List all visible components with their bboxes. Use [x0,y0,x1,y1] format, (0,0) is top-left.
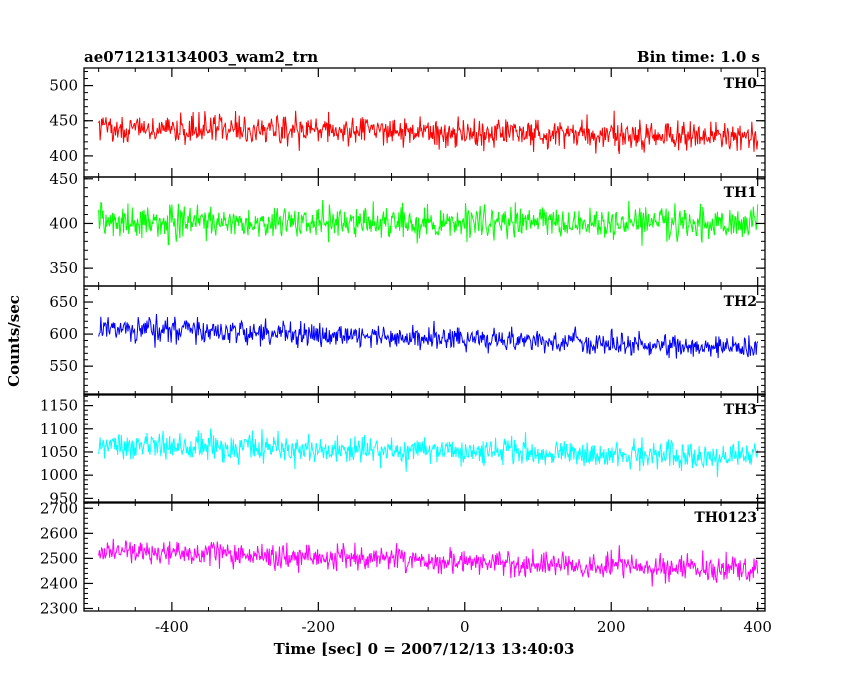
series-line-th0123 [98,538,759,587]
y-tick-label: 1150 [40,397,78,415]
x-tick-label: 200 [597,618,626,636]
series-line-th1 [98,200,759,246]
panel-th0: 400 450 500 TH0 [49,67,766,178]
series-line-th3 [98,428,759,478]
series-line-th0 [98,110,759,155]
series-label-th1: TH1 [724,185,757,201]
chart-title: ae071213134003_wam2_trn [84,48,318,66]
series-label-th0: TH0 [724,76,758,92]
y-axis-label: Counts/sec [5,295,23,387]
y-tick-label: 350 [49,259,78,277]
panel-frame [83,393,766,504]
y-tick-label: 1000 [40,466,78,484]
x-tick-label: 400 [743,618,772,636]
bin-time-label: Bin time: 1.0 s [637,48,760,66]
y-tick-label: 1100 [40,420,78,438]
y-tick-label: 500 [49,77,78,95]
panel-frame [83,176,766,287]
panel-th1: 350 400 450 TH1 [49,170,766,287]
x-axis-label: Time [sec] 0 = 2007/12/13 13:40:03 [274,640,575,658]
y-tick-label: 2400 [40,574,78,592]
panel-frame [83,67,766,178]
x-tick-label: 0 [460,618,470,636]
x-tick-label: -400 [155,618,189,636]
x-tick-label: -200 [301,618,335,636]
y-tick-label: 950 [49,489,78,507]
y-tick-label: 2600 [40,524,78,542]
y-tick-label: 2700 [40,499,78,517]
y-tick-label: 550 [49,357,78,375]
panel-th2: 550 600 650 TH2 [49,285,766,396]
series-label-th3: TH3 [724,402,757,418]
y-tick-label: 450 [49,170,78,188]
y-tick-label: 2300 [40,599,78,617]
y-tick-label: 400 [49,214,78,232]
series-line-th2 [98,314,759,359]
panel-th0123: 2300 2400 2500 2600 2700 TH0123 [40,499,766,617]
y-tick-label: 1050 [40,443,78,461]
panel-frame [83,501,766,612]
y-tick-label: 450 [49,112,78,130]
x-axis: -400 -200 0 200 400 [155,618,772,636]
y-tick-label: 650 [49,293,78,311]
panels-group: 400 450 500 TH0 350 400 450 TH1 550 600 650 TH2 950 1… [40,67,766,617]
y-tick-label: 400 [49,147,78,165]
series-label-th0123: TH0123 [694,510,757,526]
series-label-th2: TH2 [724,294,757,310]
panel-th3: 950 1000 1050 1100 1150 TH3 [40,393,766,507]
y-tick-label: 600 [49,325,78,343]
y-tick-label: 2500 [40,549,78,567]
